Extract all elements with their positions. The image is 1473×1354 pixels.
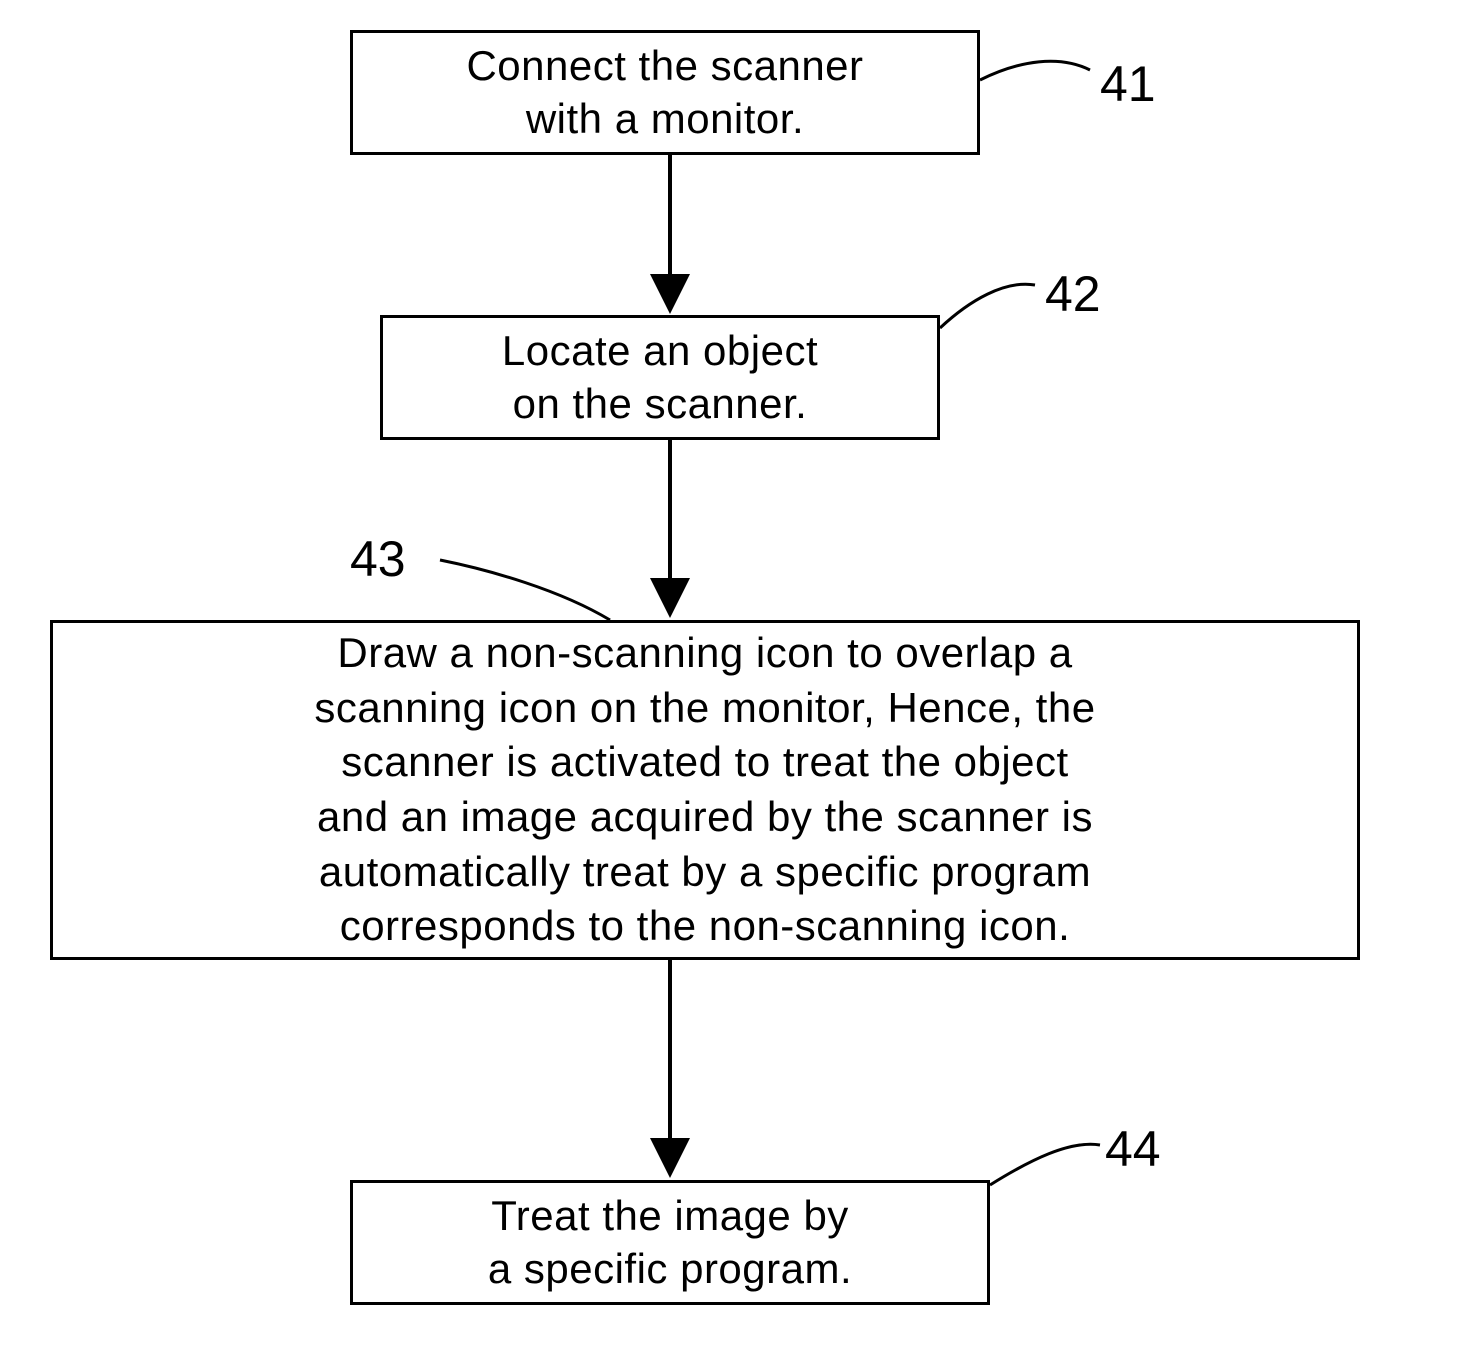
flow-label-42: 42 — [1045, 265, 1101, 323]
flow-node-43-text: Draw a non-scanning icon to overlap asca… — [314, 626, 1095, 954]
flow-label-41: 41 — [1100, 55, 1156, 113]
flow-label-44: 44 — [1105, 1120, 1161, 1178]
flow-node-41-text: Connect the scannerwith a monitor. — [466, 40, 863, 145]
flow-label-43: 43 — [350, 530, 406, 588]
flow-node-44-text: Treat the image bya specific program. — [488, 1190, 852, 1295]
flowchart-canvas: Connect the scannerwith a monitor. 41 Lo… — [0, 0, 1473, 1354]
callout-arc-42 — [940, 284, 1035, 328]
flow-node-44: Treat the image bya specific program. — [350, 1180, 990, 1305]
flow-node-42-text: Locate an objecton the scanner. — [502, 325, 818, 430]
callout-arc-44 — [990, 1144, 1100, 1185]
callout-arc-43 — [440, 560, 610, 620]
callout-arc-41 — [980, 61, 1090, 80]
flow-node-43: Draw a non-scanning icon to overlap asca… — [50, 620, 1360, 960]
flow-node-41: Connect the scannerwith a monitor. — [350, 30, 980, 155]
flow-node-42: Locate an objecton the scanner. — [380, 315, 940, 440]
